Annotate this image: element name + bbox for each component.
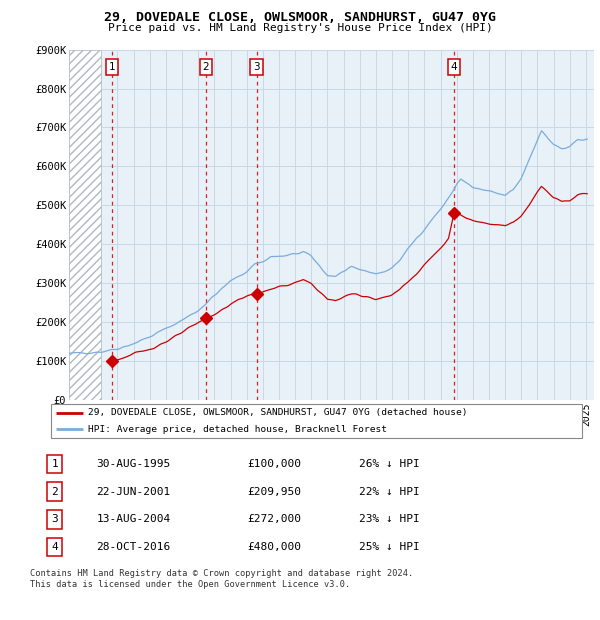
Text: 29, DOVEDALE CLOSE, OWLSMOOR, SANDHURST, GU47 0YG (detached house): 29, DOVEDALE CLOSE, OWLSMOOR, SANDHURST,…	[88, 408, 468, 417]
FancyBboxPatch shape	[50, 404, 583, 438]
Text: £480,000: £480,000	[247, 542, 301, 552]
Text: 3: 3	[52, 515, 58, 525]
Text: 2: 2	[203, 62, 209, 72]
Text: Contains HM Land Registry data © Crown copyright and database right 2024.
This d: Contains HM Land Registry data © Crown c…	[30, 569, 413, 588]
Text: 1: 1	[109, 62, 115, 72]
Text: 1: 1	[52, 459, 58, 469]
Text: £100,000: £100,000	[247, 459, 301, 469]
Text: 3: 3	[253, 62, 260, 72]
Text: 2: 2	[52, 487, 58, 497]
Text: £272,000: £272,000	[247, 515, 301, 525]
Text: 22-JUN-2001: 22-JUN-2001	[97, 487, 171, 497]
Text: Price paid vs. HM Land Registry's House Price Index (HPI): Price paid vs. HM Land Registry's House …	[107, 23, 493, 33]
Text: 13-AUG-2004: 13-AUG-2004	[97, 515, 171, 525]
Text: HPI: Average price, detached house, Bracknell Forest: HPI: Average price, detached house, Brac…	[88, 425, 387, 434]
Text: 4: 4	[52, 542, 58, 552]
Text: 30-AUG-1995: 30-AUG-1995	[97, 459, 171, 469]
Text: 4: 4	[451, 62, 457, 72]
Text: 26% ↓ HPI: 26% ↓ HPI	[359, 459, 419, 469]
Text: 23% ↓ HPI: 23% ↓ HPI	[359, 515, 419, 525]
Text: 22% ↓ HPI: 22% ↓ HPI	[359, 487, 419, 497]
Text: 25% ↓ HPI: 25% ↓ HPI	[359, 542, 419, 552]
Text: 28-OCT-2016: 28-OCT-2016	[97, 542, 171, 552]
Text: 29, DOVEDALE CLOSE, OWLSMOOR, SANDHURST, GU47 0YG: 29, DOVEDALE CLOSE, OWLSMOOR, SANDHURST,…	[104, 11, 496, 24]
Text: £209,950: £209,950	[247, 487, 301, 497]
